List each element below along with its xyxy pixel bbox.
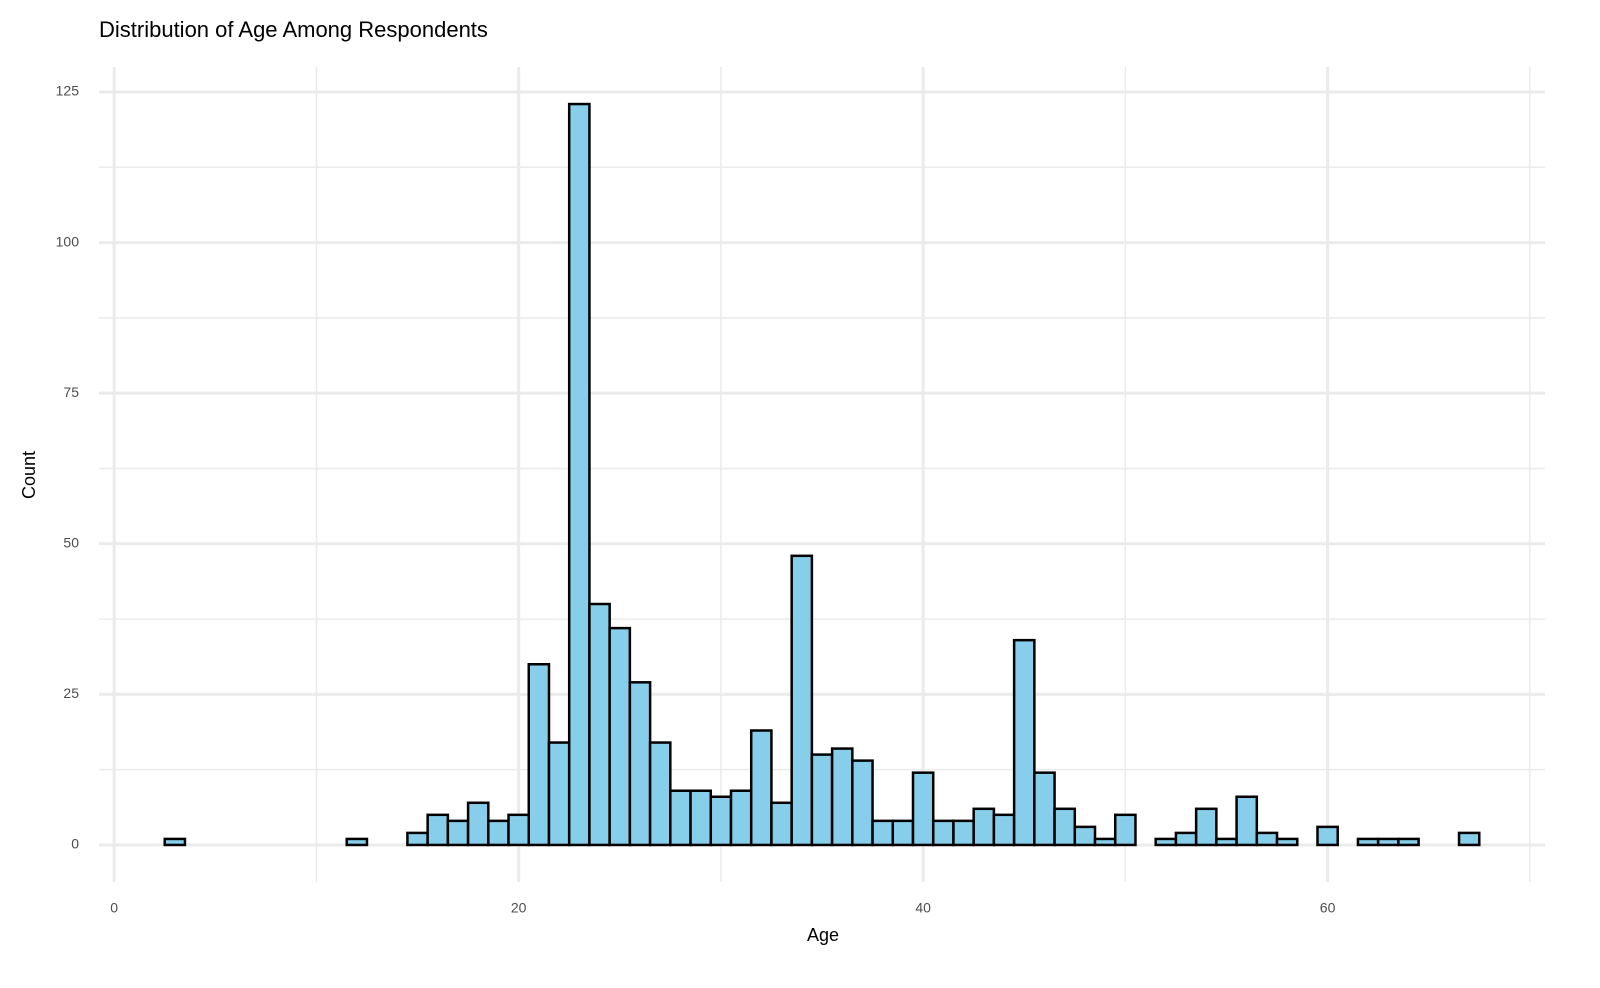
bar [1033, 771, 1056, 847]
bar [1255, 831, 1279, 847]
x-axis-label: Age [807, 925, 839, 945]
bar [972, 807, 996, 847]
y-axis-label: Count [19, 451, 39, 499]
bar [1093, 837, 1117, 847]
bar [1397, 837, 1420, 847]
bar [770, 801, 793, 847]
bar [709, 795, 733, 847]
bar [1073, 825, 1097, 847]
bar [1275, 837, 1299, 847]
x-tick-label: 20 [511, 900, 527, 916]
bar [851, 759, 874, 847]
bar [507, 813, 531, 847]
bar [952, 819, 975, 847]
bar [871, 819, 895, 847]
bar [588, 602, 611, 847]
bar [669, 789, 692, 847]
bar [1356, 837, 1380, 847]
bar [345, 837, 369, 847]
bar [1235, 795, 1259, 847]
bar [992, 813, 1016, 847]
bar [1457, 831, 1481, 847]
bar [689, 789, 713, 847]
bar [1316, 825, 1339, 847]
y-tick-label: 25 [63, 685, 79, 701]
x-tick-label: 40 [915, 900, 931, 916]
bar [810, 753, 834, 847]
x-tick-label: 0 [110, 900, 118, 916]
bar [1154, 837, 1178, 847]
bar [608, 626, 632, 847]
bar [648, 741, 672, 847]
bar [1053, 807, 1077, 847]
bar [911, 771, 935, 847]
y-tick-label: 75 [63, 384, 79, 400]
bar [790, 554, 814, 847]
bar [830, 747, 854, 847]
y-tick-label: 50 [63, 534, 79, 550]
bar [1215, 837, 1238, 847]
bar [527, 662, 551, 847]
bar [729, 789, 753, 847]
bar [1376, 837, 1400, 847]
y-tick-label: 0 [71, 836, 79, 852]
bar [1194, 807, 1218, 847]
bar [426, 813, 450, 847]
bar [446, 819, 470, 847]
bar [466, 801, 490, 847]
bar [749, 729, 773, 847]
bar [931, 819, 955, 847]
chart-title: Distribution of Age Among Respondents [99, 17, 488, 42]
bar [1174, 831, 1198, 847]
bar [628, 681, 652, 847]
y-tick-label: 125 [56, 83, 80, 99]
bar [163, 837, 187, 847]
bar [1113, 813, 1137, 847]
bar [487, 819, 510, 847]
bar [406, 831, 429, 847]
x-tick-label: 60 [1320, 900, 1336, 916]
y-tick-label: 100 [56, 233, 80, 249]
bar [547, 741, 571, 847]
bar [567, 102, 591, 847]
bar [891, 819, 915, 847]
bar [1012, 638, 1036, 847]
